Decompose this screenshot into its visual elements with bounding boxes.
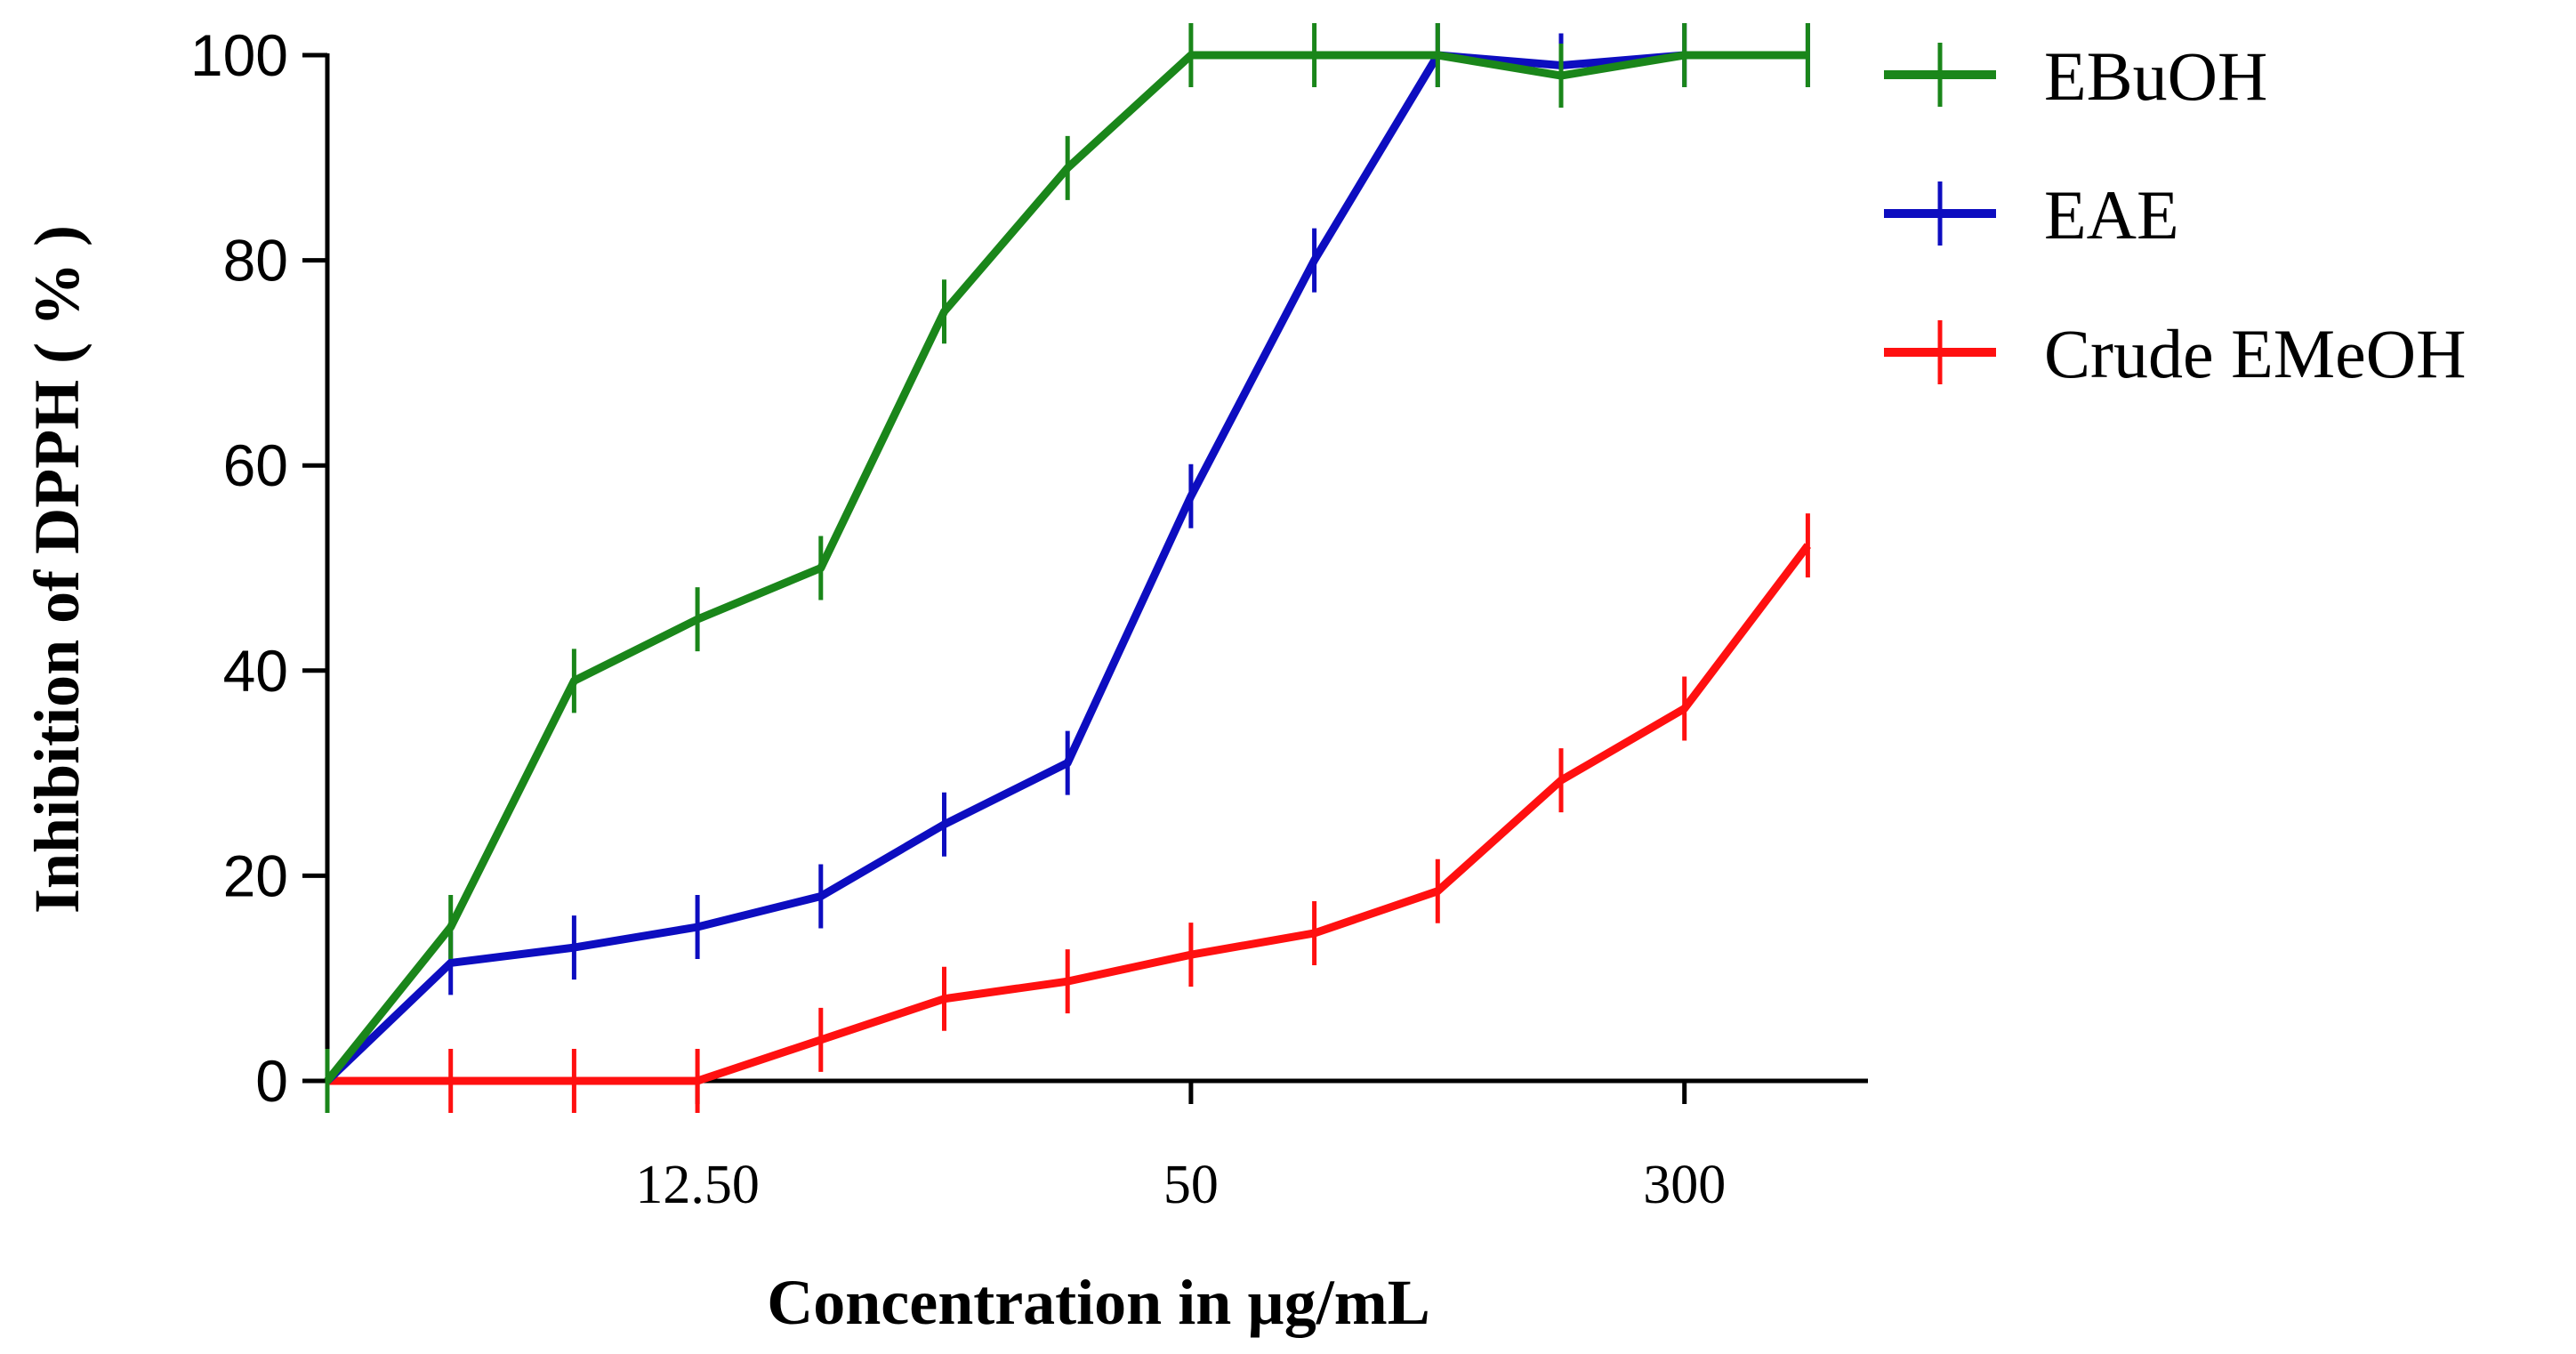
y-tick-label: 0 bbox=[255, 1048, 288, 1114]
series-crude-emeoh bbox=[325, 513, 1811, 1113]
x-tick-label: 50 bbox=[1163, 1155, 1219, 1215]
y-tick-label: 60 bbox=[223, 432, 288, 498]
legend-label: EBuOH bbox=[2044, 37, 2267, 115]
series-ebuoh bbox=[324, 23, 1810, 1113]
legend: EBuOH EAE Crude EMeOH bbox=[1884, 37, 2466, 392]
x-axis-title: Concentration in µg/mL bbox=[767, 1267, 1430, 1338]
x-ticks: 12.50 50 300 bbox=[635, 1081, 1726, 1215]
series-layer bbox=[324, 23, 1811, 1113]
x-tick-label: 300 bbox=[1643, 1155, 1726, 1215]
legend-item: Crude EMeOH bbox=[1884, 315, 2466, 392]
x-tick-label: 12.50 bbox=[635, 1155, 760, 1215]
y-tick-label: 20 bbox=[223, 842, 288, 908]
axes bbox=[325, 53, 1868, 1084]
y-tick-label: 40 bbox=[223, 638, 288, 704]
y-tick-label: 100 bbox=[190, 22, 288, 88]
legend-item: EAE bbox=[1884, 176, 2179, 254]
y-ticks: 0 20 40 60 80 100 bbox=[190, 22, 327, 1114]
series-line bbox=[324, 51, 1808, 1084]
y-axis-title: Inhibition of DPPH ( % ) bbox=[21, 225, 93, 914]
legend-label: Crude EMeOH bbox=[2044, 315, 2466, 392]
series-line bbox=[324, 51, 1808, 1084]
legend-label: EAE bbox=[2044, 176, 2179, 254]
legend-item: EBuOH bbox=[1884, 37, 2267, 115]
y-tick-label: 80 bbox=[223, 228, 288, 294]
